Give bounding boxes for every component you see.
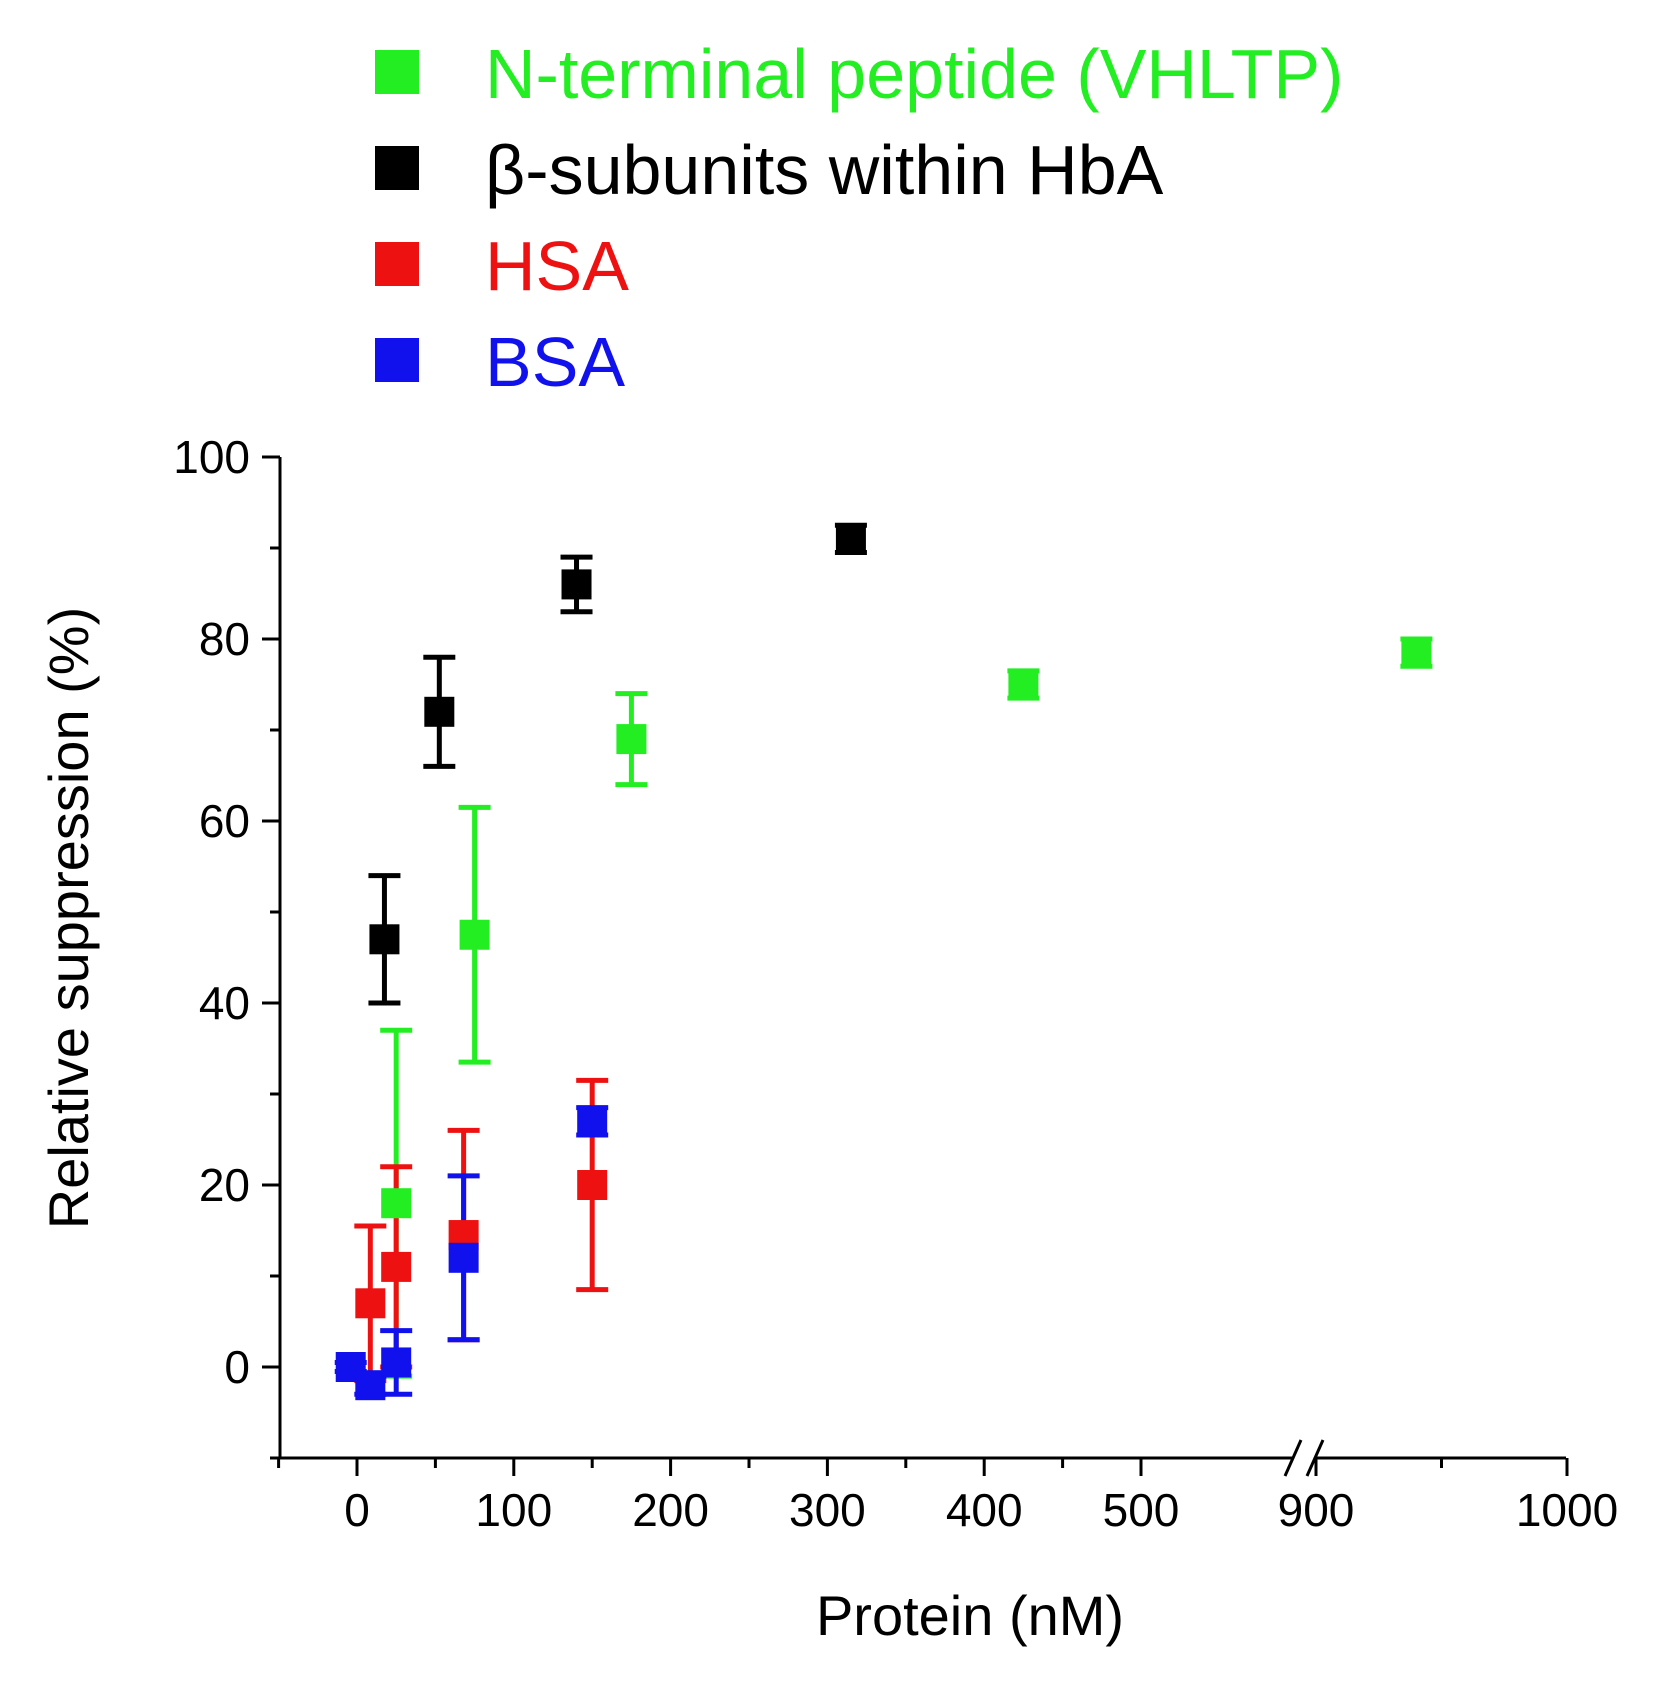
x-tick-label: 1000 — [1516, 1484, 1618, 1536]
axis-break-mark — [1283, 1439, 1303, 1477]
legend-marker — [375, 50, 419, 94]
y-tick-label: 80 — [199, 613, 250, 665]
x-tick-label: 400 — [946, 1484, 1023, 1536]
data-point — [577, 1170, 608, 1200]
x-tick-label: 200 — [632, 1484, 709, 1536]
y-tick-label: 60 — [199, 795, 250, 847]
x-axis-label: Protein (nM) — [816, 1584, 1124, 1647]
data-point — [381, 1188, 412, 1219]
data-point — [459, 919, 490, 950]
y-tick-label: 0 — [224, 1341, 250, 1393]
legend-marker — [375, 146, 419, 190]
data-point — [424, 696, 455, 727]
data-point — [1401, 637, 1432, 668]
legend-label: HSA — [485, 227, 629, 305]
data-point — [381, 1347, 412, 1378]
x-tick-label: 900 — [1278, 1484, 1355, 1536]
legend: N-terminal peptide (VHLTP) β-subunits wit… — [375, 35, 1343, 401]
data-point — [355, 1288, 386, 1319]
data-point — [561, 569, 592, 600]
x-tick-label: 300 — [789, 1484, 866, 1536]
data-points — [335, 523, 1432, 1401]
x-tick-label: 0 — [344, 1484, 370, 1536]
legend-label: N-terminal peptide (VHLTP) — [485, 35, 1343, 113]
data-point — [616, 724, 647, 755]
data-point — [381, 1251, 412, 1282]
x-tick-label: 500 — [1103, 1484, 1180, 1536]
data-point — [355, 1370, 386, 1401]
data-point — [448, 1242, 479, 1273]
y-tick-label: 20 — [199, 1159, 250, 1211]
data-point — [835, 523, 866, 554]
error-bars — [334, 522, 1433, 1397]
y-tick-label: 40 — [199, 977, 250, 1029]
data-point — [369, 924, 400, 955]
legend-label: β-subunits within HbA — [485, 131, 1164, 209]
legend-marker — [375, 338, 419, 382]
y-tick-label: 100 — [173, 431, 250, 483]
legend-marker — [375, 242, 419, 286]
legend-label: BSA — [485, 323, 625, 401]
y-axis-label: Relative suppression (%) — [37, 607, 100, 1229]
x-tick-label: 100 — [475, 1484, 552, 1536]
data-point — [1008, 669, 1039, 700]
data-point — [577, 1106, 608, 1137]
